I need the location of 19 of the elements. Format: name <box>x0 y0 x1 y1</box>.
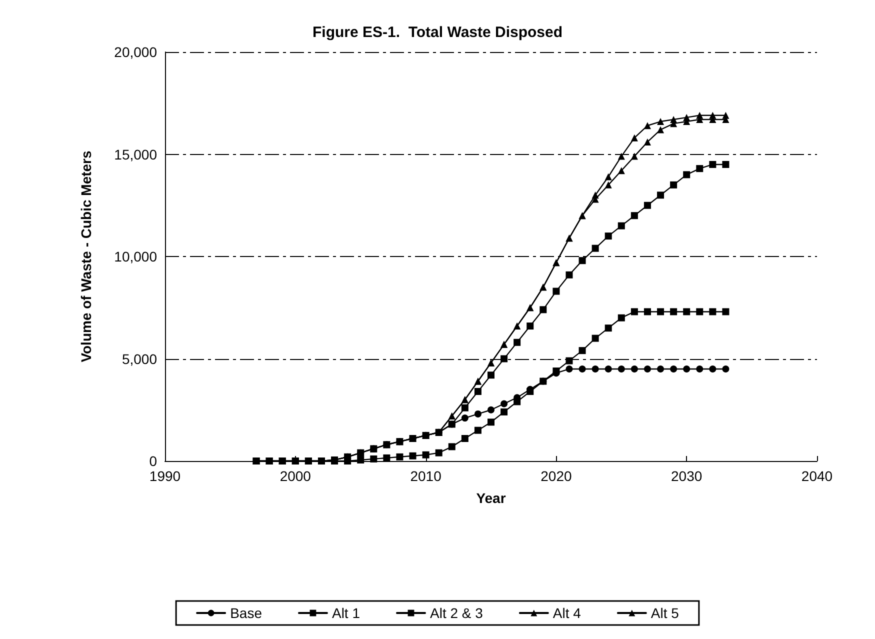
x-tick-label: 2020 <box>540 468 572 484</box>
legend-label: Alt 5 <box>650 605 680 621</box>
y-tick-label: 0 <box>149 453 158 469</box>
x-tick-label: 2040 <box>801 468 833 484</box>
x-tick-label: 2030 <box>671 468 702 484</box>
x-tick-label: 2010 <box>410 468 442 484</box>
x-tick-label: 1990 <box>149 468 181 484</box>
legend-label: Alt 1 <box>332 605 360 621</box>
x-tick-label: 2000 <box>280 468 312 484</box>
y-tick-label: 20,000 <box>114 44 158 60</box>
y-tick-label: 15,000 <box>114 146 158 162</box>
y-axis-title: Volume of Waste - Cubic Meters <box>78 150 94 362</box>
x-axis-title: Year <box>476 490 506 506</box>
legend-label: Alt 4 <box>552 605 582 621</box>
chart-title: Figure ES-1. Total Waste Disposed <box>312 24 563 41</box>
y-tick-label: 10,000 <box>114 248 158 264</box>
legend-label: Alt 2 & 3 <box>430 605 484 621</box>
y-tick-label: 5,000 <box>122 350 158 367</box>
legend-label: Base <box>230 605 262 621</box>
